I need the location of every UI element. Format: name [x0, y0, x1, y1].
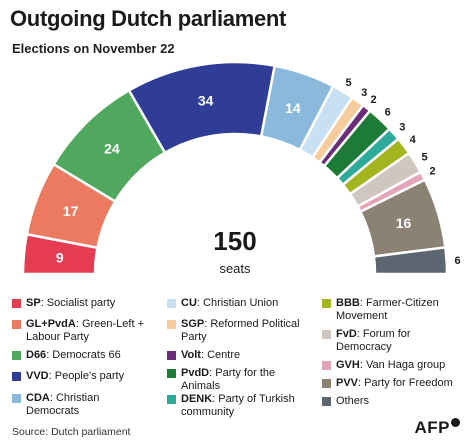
arc-label-d66: 24 [104, 140, 120, 156]
legend-swatch-cda [12, 394, 21, 403]
chart-title: Outgoing Dutch parliament [10, 6, 287, 31]
legend-swatch-volt [167, 351, 176, 360]
legend-swatch-gvh [322, 361, 331, 370]
legend-swatch-sp [12, 299, 21, 308]
source-note: Source: Dutch parliament [12, 426, 131, 438]
legend-swatch-denk [167, 395, 176, 404]
legend-swatch-others [322, 397, 331, 406]
arc-segment-others [372, 246, 449, 276]
legend-swatch-cu [167, 299, 176, 308]
total-seats-value: 150 [213, 226, 257, 256]
legend-swatch-glpvda [12, 320, 21, 329]
arc-label-glpvda: 17 [63, 203, 79, 219]
legend-swatch-vvd [12, 372, 21, 381]
legend-swatch-bbb [322, 299, 331, 308]
arc-label-pvv: 16 [396, 215, 412, 231]
legend-swatch-pvv [322, 379, 331, 388]
afp-logo-dot [451, 418, 460, 427]
arc-label-cda: 14 [285, 100, 301, 116]
afp-logo: AFP [415, 418, 460, 438]
arc-label-others: 6 [454, 255, 460, 267]
arc-label-volt: 2 [370, 94, 376, 106]
chart-subtitle: Elections on November 22 [12, 41, 175, 56]
arc-label-sgp: 3 [361, 87, 367, 99]
legend-swatch-fvd [322, 330, 331, 339]
arc-label-gvh: 2 [430, 166, 436, 178]
arc-label-denk: 3 [399, 122, 405, 134]
arc-label-bbb: 4 [410, 134, 417, 146]
arc-label-vvd: 34 [198, 92, 214, 108]
legend-swatch-pvdd [167, 369, 176, 378]
total-seats-unit: seats [219, 261, 251, 276]
legend-swatch-d66 [12, 351, 21, 360]
legend-swatch-sgp [167, 320, 176, 329]
arc-label-sp: 9 [56, 249, 64, 265]
arc-label-pvdd: 6 [385, 106, 391, 118]
arc-label-fvd: 5 [421, 151, 427, 163]
arc-label-cu: 5 [345, 77, 351, 89]
